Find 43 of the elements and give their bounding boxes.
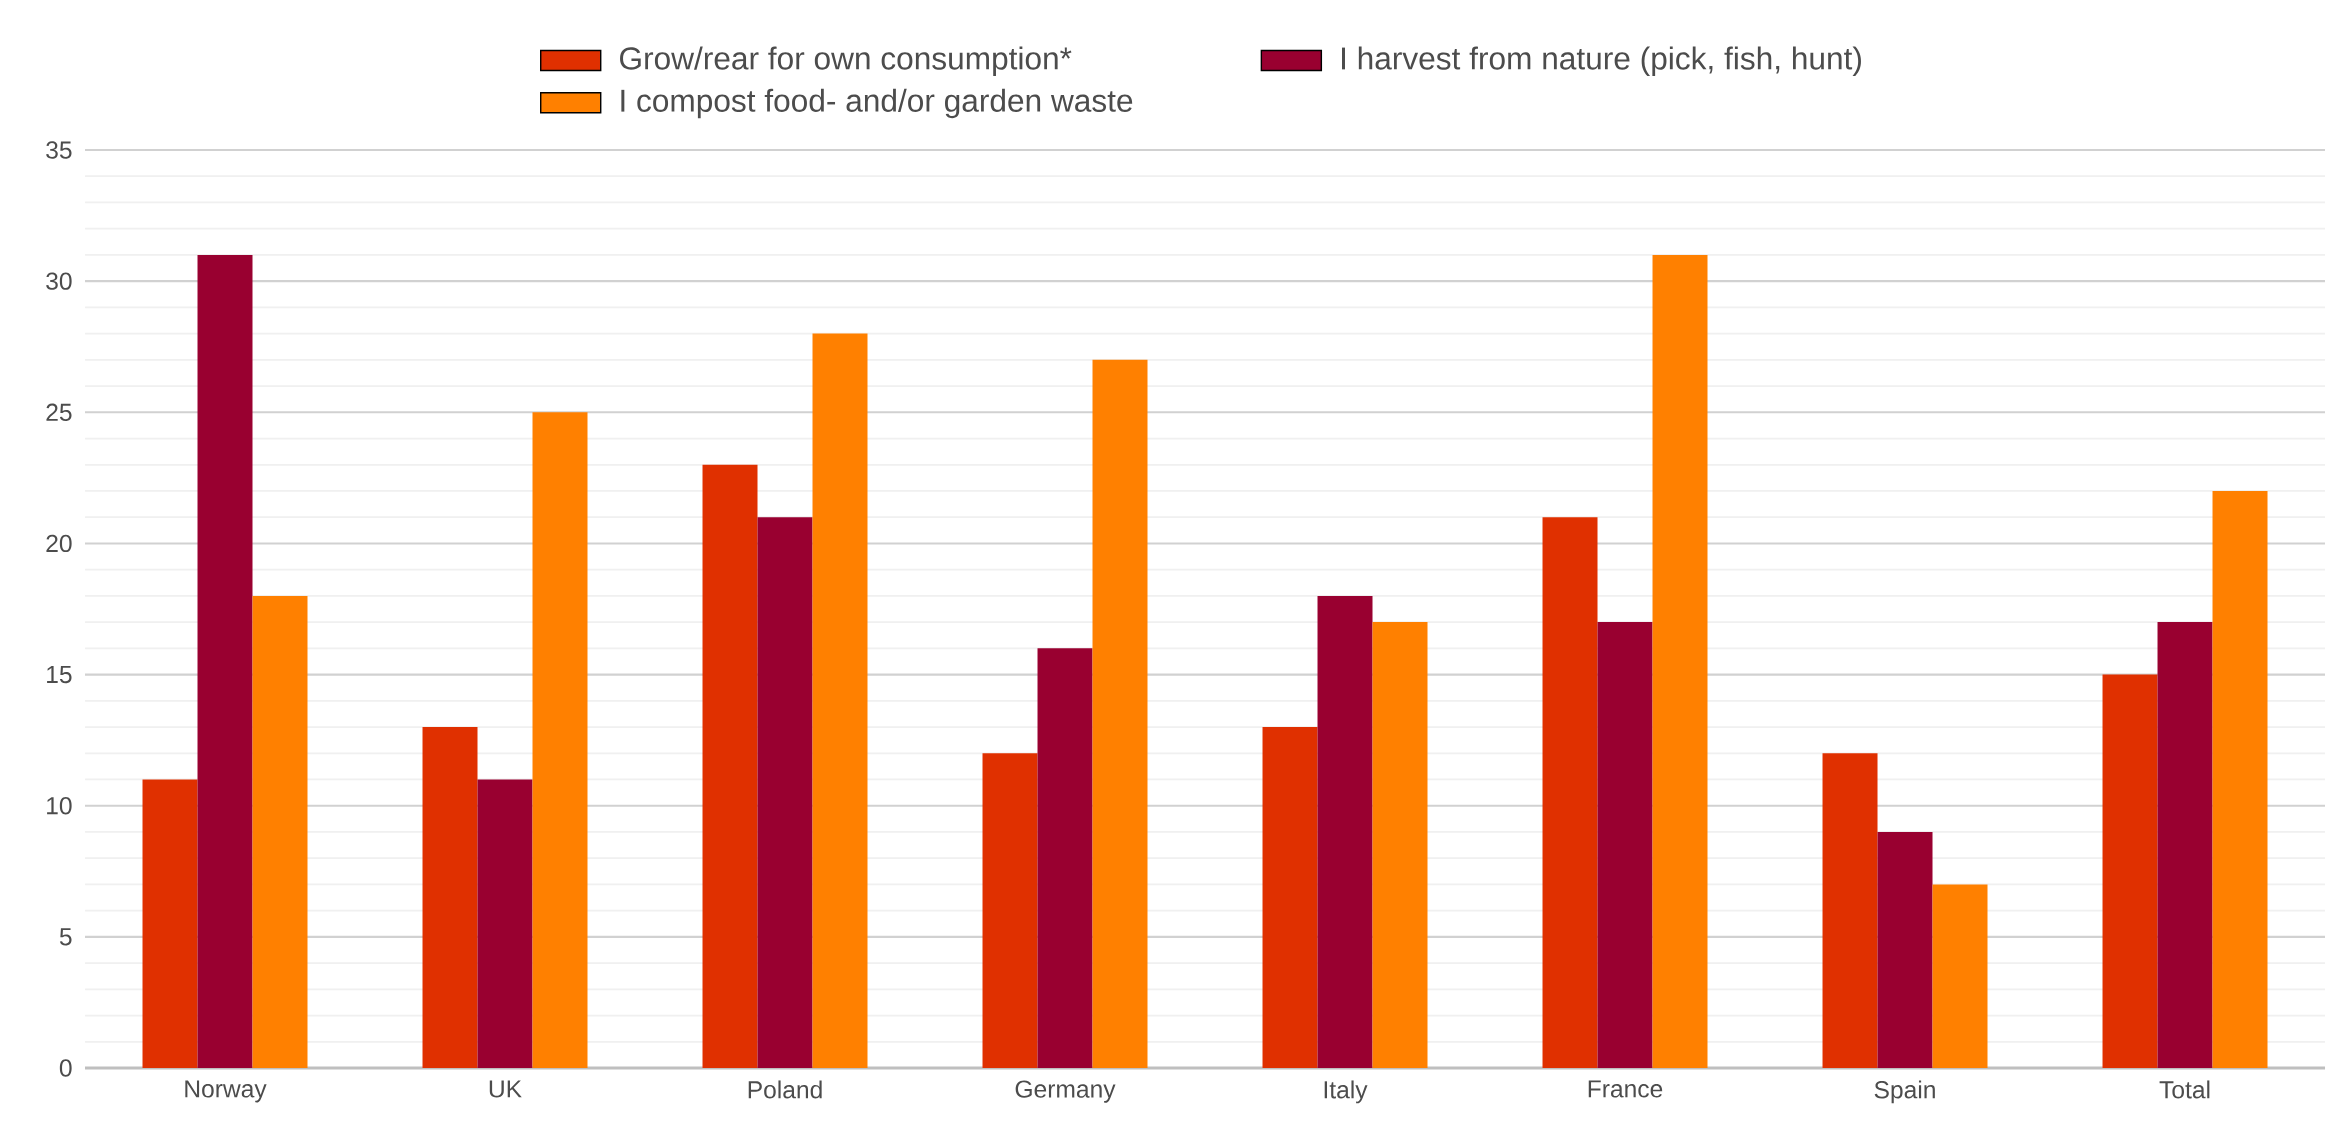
bar (1317, 595, 1373, 1068)
y-tick-label: 10 (47, 797, 72, 815)
bar (1092, 359, 1148, 1068)
y-tick-label: 25 (46, 403, 72, 421)
bar (2212, 490, 2268, 1068)
bar (1037, 648, 1093, 1068)
bar (982, 753, 1038, 1068)
bar (1932, 884, 1988, 1068)
y-tick-label: 30 (46, 272, 72, 290)
bar (1652, 254, 1708, 1068)
y-tick-label: 35 (46, 141, 72, 159)
bar (1542, 517, 1598, 1068)
y-tick-label: 15 (47, 665, 72, 684)
x-tick-label: Spain (1874, 1080, 1935, 1104)
bar (252, 595, 308, 1068)
legend-label: I harvest from nature (pick, fish, hunt) (1342, 46, 1861, 76)
bar (422, 727, 478, 1068)
x-tick-label: Germany (1015, 1080, 1116, 1103)
legend-label: Grow/rear for own consumption* (620, 46, 1072, 76)
y-tick-label: 20 (46, 534, 72, 553)
bar (2157, 622, 2213, 1068)
bar (2102, 674, 2158, 1068)
x-tick-label: UK (489, 1080, 522, 1098)
x-tick-label: Italy (1324, 1080, 1368, 1104)
y-tick-label: 0 (59, 1059, 72, 1077)
bar (197, 254, 253, 1068)
bar (757, 517, 813, 1068)
bar (532, 412, 588, 1068)
x-tick-label: France (1588, 1080, 1663, 1098)
bar (702, 464, 758, 1068)
y-tick-label: 5 (59, 928, 72, 946)
bar (477, 779, 533, 1068)
bar (1597, 622, 1653, 1068)
legend-label: I compost food- and/or garden waste (621, 88, 1133, 119)
bar (1877, 831, 1933, 1068)
bar (1822, 753, 1878, 1068)
x-tick-label: Poland (748, 1080, 822, 1099)
bar (1372, 622, 1428, 1068)
bar (812, 333, 868, 1068)
x-tick-label: Norway (185, 1080, 267, 1103)
bar (142, 779, 198, 1068)
bar (1262, 727, 1318, 1068)
x-tick-label: Total (2159, 1080, 2210, 1099)
